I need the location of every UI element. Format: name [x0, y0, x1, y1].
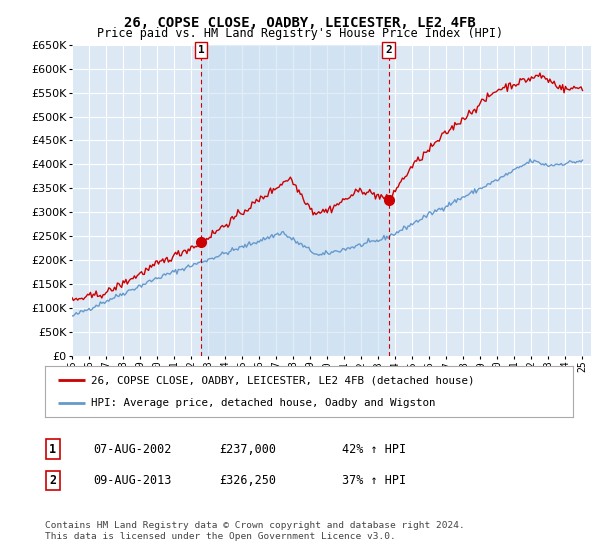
Text: 37% ↑ HPI: 37% ↑ HPI	[342, 474, 406, 487]
Text: HPI: Average price, detached house, Oadby and Wigston: HPI: Average price, detached house, Oadb…	[91, 398, 436, 408]
Text: 2: 2	[385, 45, 392, 55]
Text: 26, COPSE CLOSE, OADBY, LEICESTER, LE2 4FB: 26, COPSE CLOSE, OADBY, LEICESTER, LE2 4…	[124, 16, 476, 30]
Text: 1: 1	[198, 45, 205, 55]
Text: Price paid vs. HM Land Registry's House Price Index (HPI): Price paid vs. HM Land Registry's House …	[97, 27, 503, 40]
Text: 09-AUG-2013: 09-AUG-2013	[93, 474, 172, 487]
Text: 07-AUG-2002: 07-AUG-2002	[93, 442, 172, 456]
Text: Contains HM Land Registry data © Crown copyright and database right 2024.: Contains HM Land Registry data © Crown c…	[45, 521, 465, 530]
Text: This data is licensed under the Open Government Licence v3.0.: This data is licensed under the Open Gov…	[45, 532, 396, 541]
Text: 1: 1	[49, 442, 56, 456]
Bar	[202, 45, 389, 356]
Text: £237,000: £237,000	[219, 442, 276, 456]
Text: 26, COPSE CLOSE, OADBY, LEICESTER, LE2 4FB (detached house): 26, COPSE CLOSE, OADBY, LEICESTER, LE2 4…	[91, 375, 475, 385]
Text: 42% ↑ HPI: 42% ↑ HPI	[342, 442, 406, 456]
Text: £326,250: £326,250	[219, 474, 276, 487]
Text: 2: 2	[49, 474, 56, 487]
